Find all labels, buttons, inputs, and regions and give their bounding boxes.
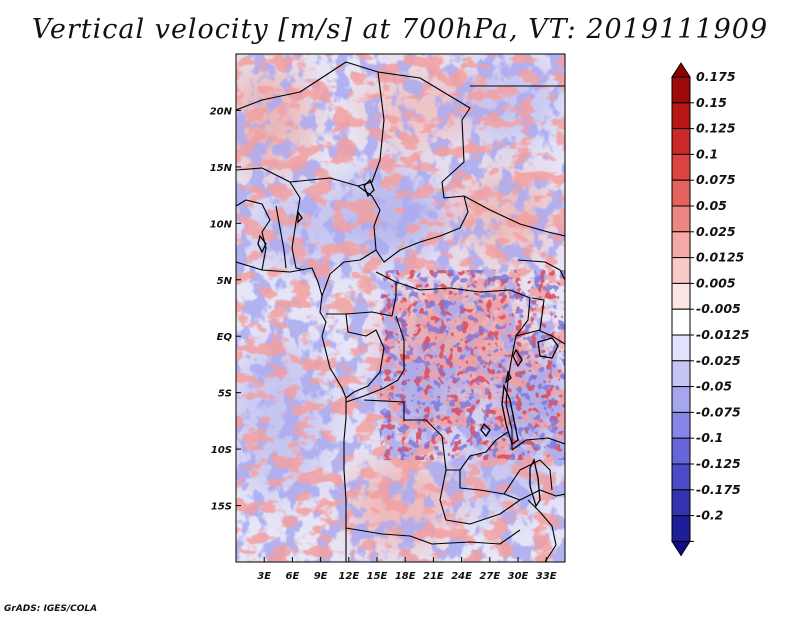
lake-tanganyika [501, 383, 519, 446]
border-sudan-ss [463, 195, 565, 237]
colorbar-segment [671, 515, 691, 542]
colorbar-segment [671, 308, 691, 336]
velocity-field [236, 54, 565, 562]
lon-tick-label: 30E [508, 571, 529, 582]
colorbar-label: -0.075 [696, 404, 741, 419]
lat-tick-label: 5S [218, 389, 232, 400]
lake-kainji [297, 209, 303, 224]
map-frame [235, 53, 566, 563]
colorbar-segment [671, 153, 691, 181]
colorbar-label: 0.005 [696, 275, 736, 290]
lon-tick-label: 33E [536, 571, 557, 582]
lon-tick-label: 3E [257, 571, 271, 582]
colorbar-label: 0.025 [696, 224, 736, 239]
lat-tick-label: EQ [217, 332, 233, 343]
border-niger-chad [377, 71, 471, 199]
lon-tick-label: 6E [286, 571, 300, 582]
colorbar-segment [671, 411, 691, 439]
lake-malawi [529, 458, 541, 508]
colorbar-segment [671, 437, 691, 465]
lat-tick-label: 15S [211, 502, 232, 513]
border-togo-benin [275, 205, 287, 269]
border-mozambique [527, 499, 557, 562]
lon-tick-label: 15E [367, 571, 388, 582]
lake-chad [363, 178, 375, 198]
colorbar-label: -0.125 [696, 456, 741, 471]
border-chad-car [375, 195, 469, 263]
colorbar-segment [671, 282, 691, 310]
colorbar-label: -0.2 [696, 508, 723, 523]
colorbar-label: -0.175 [696, 482, 741, 497]
border-congo [345, 313, 385, 399]
colorbar-segment [671, 76, 691, 104]
lake-victoria [537, 337, 559, 359]
border-angola-south [345, 527, 521, 545]
border-ss-east [517, 259, 565, 281]
colorbar-segment [671, 179, 691, 207]
lat-tick-label: 10N [210, 219, 233, 230]
colorbar-segment [671, 102, 691, 130]
colorbar-label: 0.125 [696, 121, 736, 136]
longitude-ticks: 3E 6E 9E 12E 15E 18E 21E 24E 27E 30E 33E [257, 557, 557, 582]
lon-tick-label: 24E [451, 571, 472, 582]
colorbar-label: 0.075 [696, 172, 736, 187]
colorbar-segment [671, 386, 691, 413]
lakes [257, 178, 559, 508]
border-zambia [439, 469, 565, 525]
lake-albert [512, 348, 523, 368]
lake-kivu [505, 370, 512, 384]
lat-tick-label: 15N [210, 163, 233, 174]
lon-tick-label: 21E [423, 571, 444, 582]
border-drc-se [459, 431, 509, 471]
colorbar-label: -0.0125 [696, 327, 750, 342]
lake-volta [257, 234, 267, 254]
colorbar-segment [671, 463, 691, 491]
colorbar-segment [671, 205, 691, 233]
lon-tick-label: 9E [314, 571, 328, 582]
colorbar-label: -0.025 [696, 353, 741, 368]
map-title: Vertical velocity [m/s] at 700hPa, VT: 2… [31, 14, 769, 45]
border-kenya-tz [537, 329, 565, 345]
coastline [236, 261, 347, 562]
colorbar-label: -0.05 [696, 379, 732, 394]
colorbar-label: 0.15 [696, 95, 727, 110]
colorbar-segment [671, 128, 691, 155]
colorbar-top-arrow [671, 62, 691, 78]
colorbar-segment [671, 231, 691, 259]
border-drc-west [345, 315, 405, 403]
country-borders [236, 61, 565, 562]
border-uganda [515, 297, 545, 337]
grads-credit: GrADS: IGES/COLA [4, 604, 98, 614]
colorbar: 0.175 0.15 0.125 0.1 0.075 0.05 0.025 0.0125 0.0… [671, 62, 750, 557]
lake-mweru [480, 422, 491, 438]
lat-tick-label: 20N [210, 106, 233, 117]
colorbar-label: 0.0125 [696, 250, 745, 265]
colorbar-label: 0.1 [696, 146, 718, 161]
border-west-africa [236, 199, 271, 271]
lon-tick-label: 18E [395, 571, 416, 582]
lon-tick-label: 27E [479, 571, 500, 582]
colorbar-label: 0.05 [696, 198, 727, 213]
colorbar-label: 0.175 [696, 69, 736, 84]
border-nigeria-north [289, 181, 305, 271]
border-tanzania [511, 437, 565, 451]
border-cameroon-gabon [326, 282, 397, 317]
colorbar-segment [671, 360, 691, 388]
lat-tick-label: 10S [211, 445, 232, 456]
colorbar-label: -0.1 [696, 430, 723, 445]
colorbar-segment [671, 334, 691, 362]
lon-tick-label: 12E [338, 571, 359, 582]
border-drc-east [505, 297, 531, 450]
colorbar-segment [671, 257, 691, 284]
colorbar-segment [671, 489, 691, 517]
latitude-ticks: 20N 15N 10N 5N EQ 5S 10S 15S [210, 106, 241, 513]
border-zambia-east [503, 459, 553, 495]
colorbar-label: -0.005 [696, 301, 741, 316]
lat-tick-label: 5N [217, 276, 233, 287]
colorbar-bottom-arrow [671, 540, 691, 557]
